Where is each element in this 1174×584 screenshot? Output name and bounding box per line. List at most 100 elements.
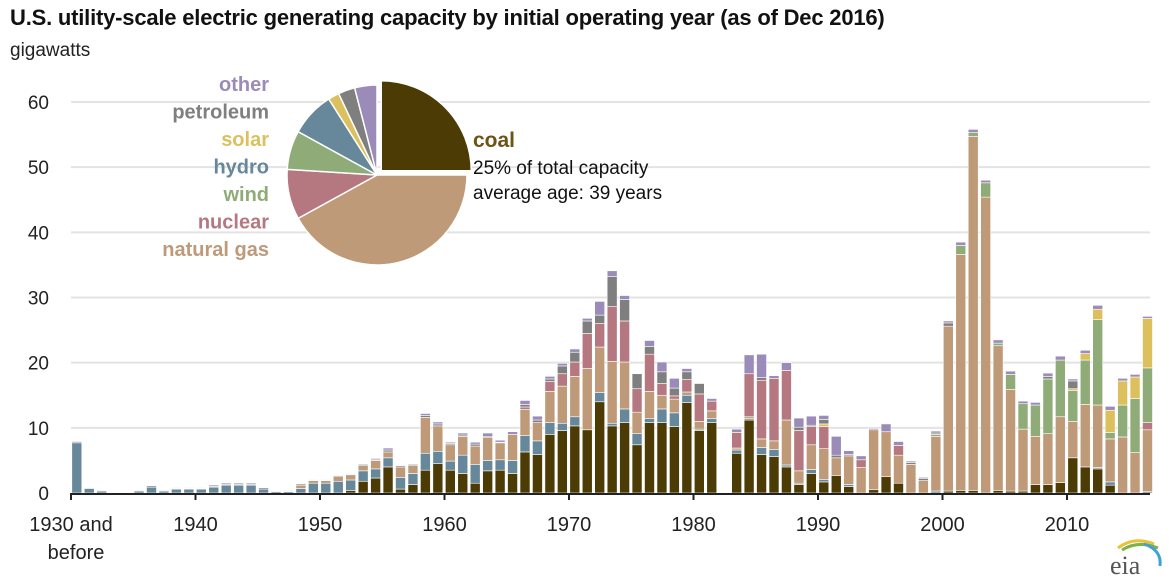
bar-stack-2001[interactable]: [955, 241, 967, 494]
bar-stack-2003[interactable]: [980, 179, 991, 494]
bar-stack-2002[interactable]: [967, 129, 979, 494]
bar-stack-1985[interactable]: [756, 353, 767, 494]
bar-stack-1932[interactable]: [96, 490, 107, 494]
bar-stack-1930[interactable]: [71, 441, 83, 494]
bar-stack-1956[interactable]: [395, 464, 406, 494]
bar-stack-1948[interactable]: [295, 482, 307, 494]
pie-slice-other[interactable]: [353, 84, 378, 176]
bar-stack-1976[interactable]: [644, 340, 655, 494]
bar-stack-2010[interactable]: [1067, 378, 1079, 494]
bar-stack-1983[interactable]: [731, 428, 742, 494]
bar-stack-1955[interactable]: [382, 447, 394, 494]
bar-segment-natural-gas: [681, 391, 693, 396]
bar-stack-2013[interactable]: [1104, 406, 1116, 494]
bar-stack-1994[interactable]: [868, 428, 879, 494]
bar-stack-1954[interactable]: [370, 458, 381, 494]
bar-segment-natural-gas: [830, 457, 842, 476]
bar-segment-hydro: [308, 482, 319, 494]
bar-stack-1942[interactable]: [220, 482, 232, 494]
bar-stack-1970[interactable]: [569, 348, 581, 494]
bar-stack-1988[interactable]: [793, 417, 805, 494]
bar-stack-1945[interactable]: [258, 487, 269, 494]
bar-stack-1977[interactable]: [656, 361, 668, 494]
bar-stack-1974[interactable]: [619, 295, 630, 494]
bar-stack-1944[interactable]: [245, 482, 257, 494]
bar-stack-1961[interactable]: [457, 432, 469, 494]
bar-stack-1962[interactable]: [469, 441, 481, 494]
bar-stack-1992[interactable]: [843, 450, 855, 494]
bar-stack-1984[interactable]: [743, 354, 755, 494]
bar-stack-1995[interactable]: [880, 423, 892, 494]
bar-stack-1989[interactable]: [806, 415, 817, 494]
bar-segment-wind: [1005, 374, 1016, 390]
bar-stack-1998[interactable]: [918, 477, 929, 494]
bar-stack-1935[interactable]: [133, 490, 145, 494]
bar-stack-1980[interactable]: [693, 383, 705, 494]
bar-segment-coal: [893, 482, 904, 494]
bar-stack-1946[interactable]: [270, 490, 282, 494]
bar-stack-1937[interactable]: [158, 490, 170, 494]
bar-stack-1951[interactable]: [332, 474, 344, 494]
bar-stack-1964[interactable]: [494, 439, 506, 494]
bar-stack-1938[interactable]: [171, 487, 182, 494]
bar-stack-1990[interactable]: [818, 415, 830, 494]
bar-stack-1958[interactable]: [420, 413, 431, 494]
pie-slice-coal[interactable]: [380, 80, 472, 172]
bar-stack-1979[interactable]: [681, 368, 693, 494]
bar-stack-2016[interactable]: [1142, 316, 1153, 494]
bar-stack-2012[interactable]: [1092, 305, 1103, 494]
bar-stack-1967[interactable]: [532, 415, 543, 494]
bar-stack-1941[interactable]: [208, 484, 220, 494]
bar-stack-1969[interactable]: [557, 363, 568, 494]
bar-stack-2005[interactable]: [1005, 370, 1016, 494]
bar-stack-1993[interactable]: [855, 455, 867, 494]
bar-stack-1965[interactable]: [507, 431, 518, 494]
bar-stack-2011[interactable]: [1079, 349, 1091, 494]
bar-stack-2008[interactable]: [1042, 372, 1054, 494]
bar-segment-natural-gas: [992, 345, 1004, 491]
bar-stack-1947[interactable]: [283, 490, 294, 494]
bar-stack-1953[interactable]: [357, 463, 369, 494]
bar-stack-1997[interactable]: [905, 460, 917, 494]
bar-stack-2009[interactable]: [1055, 355, 1066, 494]
bar-stack-1999[interactable]: [930, 430, 942, 494]
bar-segment-other: [793, 417, 805, 428]
bar-stack-1971[interactable]: [581, 318, 593, 494]
bar-stack-2007[interactable]: [1030, 402, 1041, 494]
bar-segment-other: [569, 348, 581, 353]
bar-stack-1991[interactable]: [830, 436, 842, 494]
bar-stack-2015[interactable]: [1129, 374, 1141, 494]
bar-stack-1950[interactable]: [320, 479, 332, 494]
bar-stack-1975[interactable]: [631, 373, 643, 494]
bar-stack-1981[interactable]: [706, 398, 718, 494]
bar-stack-1939[interactable]: [183, 487, 195, 494]
pie-slice-natural-gas[interactable]: [297, 174, 468, 266]
bar-stack-2004[interactable]: [992, 339, 1004, 494]
bar-stack-1966[interactable]: [519, 400, 531, 494]
bar-stack-1978[interactable]: [669, 378, 680, 494]
bar-stack-1940[interactable]: [196, 487, 207, 494]
bar-stack-1996[interactable]: [893, 441, 904, 494]
bar-stack-1952[interactable]: [345, 473, 357, 494]
bar-stack-1936[interactable]: [146, 485, 157, 494]
bar-stack-2006[interactable]: [1017, 400, 1029, 494]
bar-segment-other: [1079, 349, 1091, 354]
bar-segment-coal: [843, 486, 855, 494]
bar-segment-other: [967, 129, 979, 133]
bar-segment-hydro: [183, 488, 195, 494]
bar-stack-1957[interactable]: [407, 463, 419, 494]
bar-stack-2014[interactable]: [1117, 378, 1128, 494]
bar-stack-2000[interactable]: [942, 320, 954, 494]
bar-segment-petroleum: [681, 371, 693, 380]
bar-stack-1931[interactable]: [83, 487, 95, 494]
bar-stack-1968[interactable]: [544, 376, 556, 494]
bar-stack-1949[interactable]: [308, 479, 319, 494]
bar-stack-1960[interactable]: [444, 441, 456, 494]
bar-stack-1973[interactable]: [606, 270, 618, 494]
bar-stack-1987[interactable]: [781, 362, 792, 494]
bar-stack-1943[interactable]: [233, 482, 244, 494]
bar-stack-1959[interactable]: [432, 421, 444, 494]
bar-stack-1972[interactable]: [594, 301, 606, 494]
bar-stack-1963[interactable]: [482, 432, 493, 494]
bar-stack-1986[interactable]: [768, 375, 780, 494]
